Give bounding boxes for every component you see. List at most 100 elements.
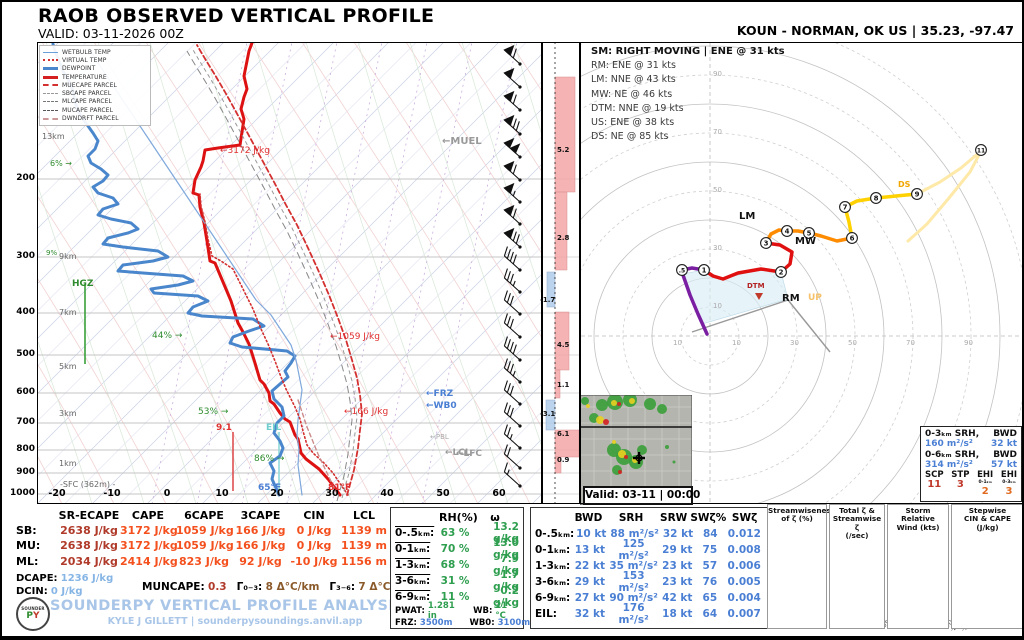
bwd06-label: BWD	[993, 450, 1017, 460]
column-header: SR-ECAPE	[58, 509, 120, 523]
thermo-indices-table: SR-ECAPE CAPE 6CAPE 3CAPE CIN LCL SB: 2638 J/kg…	[16, 508, 389, 569]
wb0-value: 3100m	[497, 618, 531, 628]
cell-value: 64	[702, 608, 718, 620]
rh-row: 1-3ₖₘ: 68 % 7.9 g/kg	[395, 553, 519, 577]
cell-value: 2638 J/kg	[60, 524, 118, 538]
shear-row: EIL: 32 kt 176 m²/s² 18 kt 64 0.007	[535, 602, 763, 626]
ring-label: 10	[673, 339, 682, 347]
column-header: SRW	[660, 511, 688, 524]
inset-panel-3: Stepwise CIN & CAPE (J/kg)	[951, 504, 1022, 629]
cell-value: 18 kt	[662, 608, 693, 620]
svg-text:3: 3	[764, 239, 769, 247]
skewt-annotation: ←3172 J/kg	[220, 146, 270, 156]
height-label: 5km	[59, 362, 77, 371]
legend-line-sample	[43, 109, 58, 111]
storm-motion-line: US: ENE @ 38 kts	[591, 117, 675, 129]
dcape-block: DCAPE: 1236 J/kg DCIN: 0 J/kg	[16, 573, 113, 598]
svg-text:6: 6	[850, 234, 855, 242]
cell-value: 35 m²/s²	[609, 560, 658, 572]
legend-item: MUCAPE PARCEL	[43, 106, 147, 114]
cell-value: 0.004	[727, 592, 761, 604]
shear-row: 1-3ₖₘ: 22 kt 35 m²/s² 23 kt 57 0.006	[535, 558, 763, 574]
stat-ehi: EHI 0-3ₖₘ 3	[1000, 470, 1017, 497]
storm-motion-line: DTM: NNE @ 19 kts	[591, 102, 684, 114]
height-label: 1km	[59, 459, 77, 468]
cell-value: 84	[702, 528, 718, 540]
cell-value: 90 m²/s²	[609, 592, 658, 604]
legend-item: DWNDRFT PARCEL	[43, 114, 147, 122]
omega-value: 0.2 g/kg	[493, 585, 519, 609]
strip-value: -1.7	[540, 296, 556, 304]
cell-value: 92 J/kg	[239, 554, 282, 568]
cell-value: 0.008	[727, 544, 761, 556]
temp-axis-tick: 60	[492, 488, 506, 499]
dcin-label: DCIN:	[16, 585, 48, 597]
legend-line-sample	[43, 101, 58, 103]
hodo-point-label: LM	[739, 211, 756, 222]
radar-valid-label: Valid: 03-11 | 00:00	[583, 486, 700, 505]
rh-row: 3-6ₖₘ: 31 % 1.7 g/kg	[395, 569, 519, 593]
storm-motion-readout: SM: RIGHT MOVING | ENE @ 31 kts RM: ENE …	[591, 46, 785, 145]
layer-label: 0-1ₖₘ:	[535, 544, 571, 556]
srh06-value: 314 m²/s²	[925, 460, 973, 470]
svg-text:8: 8	[874, 194, 879, 202]
cell-value: 27 kt	[574, 592, 605, 604]
temp-axis-tick: -10	[103, 488, 121, 499]
ring-label: 90	[964, 339, 973, 347]
ring-label: 50	[713, 186, 722, 194]
bwd06-value: 57 kt	[991, 460, 1017, 470]
dcape-label: DCAPE:	[16, 573, 58, 584]
cell-value: 65	[702, 592, 718, 604]
pressure-label: 600	[16, 387, 35, 397]
legend-item: DEWPOINT	[43, 65, 147, 73]
layer-label: 0-.5ₖₘ:	[535, 528, 575, 540]
column-header: LCL	[352, 509, 376, 523]
stat-stp: STP 3	[951, 470, 970, 490]
temp-axis-tick: 50	[436, 488, 450, 499]
layer-label: 3-6ₖₘ:	[535, 576, 571, 588]
skewt-annotation: ←LCL	[445, 448, 471, 458]
svg-text:1: 1	[702, 266, 707, 274]
pressure-label: 500	[16, 349, 35, 359]
cell-value: 75	[702, 544, 718, 556]
layer-label: 6-9ₖₘ:	[395, 591, 431, 603]
height-label: 13km	[42, 132, 65, 141]
legend-line-sample	[43, 67, 58, 71]
storm-motion-line: RM: ENE @ 31 kts	[591, 60, 676, 71]
cell-value: 42 kt	[662, 592, 693, 604]
cell-value: 32 kt	[574, 608, 605, 620]
legend-item: VIRTUAL TEMP	[43, 56, 147, 64]
cell-value: 22 kt	[574, 560, 605, 572]
column-header: 6CAPE	[184, 509, 224, 523]
ring-label: 10	[713, 302, 722, 310]
cell-value: 88 m²/s²	[610, 528, 659, 540]
pressure-label: 800	[16, 444, 35, 454]
svg-text:.5: .5	[679, 267, 685, 274]
cell-value: 3172 J/kg	[120, 539, 178, 553]
cell-value: 1139 m	[341, 539, 387, 553]
cell-value: 176 m²/s²	[618, 602, 649, 626]
skewt-annotation: EIL	[266, 423, 282, 433]
skewt-annotation: 86% →	[254, 454, 285, 464]
skewt-annotation: ←1059 J/kg	[330, 332, 380, 342]
hodo-point-label: UP	[808, 293, 822, 303]
skewt-annotation: 9.1	[216, 423, 232, 433]
logo-py: PY	[26, 611, 40, 621]
panel-title: Total ζ & Streamwise ζ (/sec)	[832, 506, 882, 540]
shear-row: 6-9ₖₘ: 27 kt 90 m²/s² 42 kt 65 0.004	[535, 590, 763, 606]
table-header-row: SR-ECAPE CAPE 6CAPE 3CAPE CIN LCL	[16, 508, 389, 523]
layer-label: 3-6ₖₘ:	[395, 575, 431, 587]
temp-axis-tick: 30	[325, 488, 339, 499]
srh06-label: 0-6ₖₘ SRH,	[925, 450, 980, 460]
rh-row: 6-9ₖₘ: 11 % 0.2 g/kg	[395, 585, 519, 609]
cell-value: 10 kt	[576, 528, 607, 540]
strip-value: -3.1	[540, 410, 556, 418]
cell-value: 32 kt	[662, 528, 694, 540]
cell-value: 2414 J/kg	[120, 554, 178, 568]
strip-value: 5.2	[557, 146, 570, 154]
cell-value: 166 J/kg	[235, 524, 286, 538]
shear-row: 0-.5ₖₘ: 10 kt 88 m²/s² 32 kt 84 0.012	[535, 526, 763, 542]
srh-bwd-info-box: 0-3ₖₘ SRH, BWD 160 m²/s² 32 kt 0-6ₖₘ SRH, B…	[920, 426, 1022, 502]
omega-value: 13.0 g/kg	[493, 537, 519, 561]
